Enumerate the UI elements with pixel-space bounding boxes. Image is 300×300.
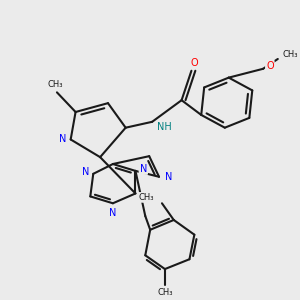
- Text: N: N: [82, 167, 89, 177]
- Text: CH₃: CH₃: [157, 288, 173, 297]
- Text: CH₃: CH₃: [47, 80, 63, 89]
- Text: N: N: [109, 208, 117, 218]
- Text: CH₃: CH₃: [283, 50, 298, 58]
- Text: O: O: [190, 58, 198, 68]
- Text: N: N: [165, 172, 172, 182]
- Text: CH₃: CH₃: [139, 193, 154, 202]
- Text: O: O: [266, 61, 274, 71]
- Text: NH: NH: [157, 122, 172, 132]
- Text: N: N: [59, 134, 67, 145]
- Text: N: N: [140, 164, 147, 174]
